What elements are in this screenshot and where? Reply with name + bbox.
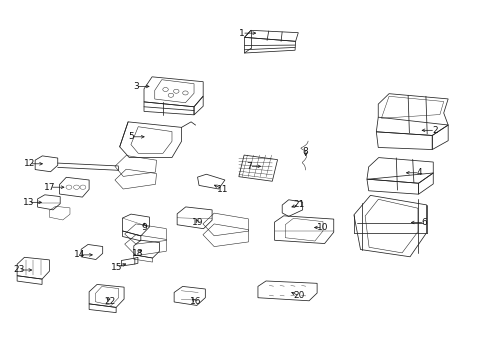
Text: 13: 13 — [22, 198, 34, 207]
Text: 16: 16 — [189, 297, 201, 306]
Text: 21: 21 — [293, 200, 305, 209]
Text: 7: 7 — [246, 162, 252, 171]
Text: 1: 1 — [239, 29, 244, 37]
Text: 8: 8 — [302, 147, 308, 156]
Text: 14: 14 — [73, 251, 85, 259]
Text: 23: 23 — [13, 266, 24, 274]
Text: 2: 2 — [431, 126, 437, 135]
Text: 4: 4 — [416, 168, 422, 177]
Text: 17: 17 — [44, 183, 56, 192]
Text: 22: 22 — [104, 297, 116, 306]
Text: 3: 3 — [133, 82, 139, 91]
Text: 9: 9 — [141, 223, 147, 232]
Text: 11: 11 — [216, 184, 228, 194]
Text: 6: 6 — [421, 218, 427, 227]
Text: 15: 15 — [110, 263, 122, 271]
Text: 19: 19 — [192, 218, 203, 227]
Text: 12: 12 — [23, 159, 35, 168]
Text: 5: 5 — [128, 132, 134, 141]
Text: 10: 10 — [316, 223, 328, 232]
Text: 18: 18 — [132, 249, 143, 258]
Text: 20: 20 — [293, 292, 305, 300]
